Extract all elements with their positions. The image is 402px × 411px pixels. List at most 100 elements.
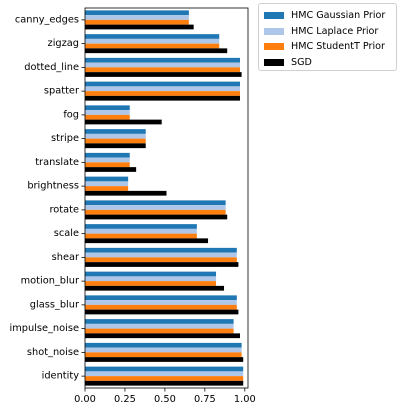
bar-fog-series-1 xyxy=(85,110,130,115)
bar-rotate-series-1 xyxy=(85,205,226,210)
bar-stripe-series-2 xyxy=(85,139,146,144)
y-tick-label: dotted_line xyxy=(24,62,79,73)
x-tick-label: 0.75 xyxy=(194,394,216,405)
y-tick-label: shear xyxy=(52,252,80,263)
bar-motion_blur-series-1 xyxy=(85,276,216,281)
legend-label: HMC Laplace Prior xyxy=(291,26,378,37)
bar-rotate-series-0 xyxy=(85,200,226,205)
bar-identity-series-2 xyxy=(85,376,243,381)
bar-zigzag-series-3 xyxy=(85,48,227,53)
bar-stripe-series-3 xyxy=(85,143,146,148)
bar-glass_blur-series-1 xyxy=(85,300,237,305)
legend-label: SGD xyxy=(291,57,312,68)
bar-shot_noise-series-2 xyxy=(85,352,242,357)
bar-impulse_noise-series-3 xyxy=(85,333,240,338)
x-tick-label: 1.00 xyxy=(234,394,256,405)
bar-translate-series-2 xyxy=(85,162,130,167)
y-tick-label: impulse_noise xyxy=(9,323,79,334)
bar-shot_noise-series-3 xyxy=(85,357,243,362)
bar-shot_noise-series-1 xyxy=(85,348,242,353)
bar-shear-series-1 xyxy=(85,253,237,258)
bar-glass_blur-series-3 xyxy=(85,310,238,315)
bar-spatter-series-1 xyxy=(85,86,240,91)
y-tick-label: stripe xyxy=(51,133,79,144)
bar-identity-series-3 xyxy=(85,381,243,386)
legend-label: HMC StudentT Prior xyxy=(291,41,385,52)
bar-motion_blur-series-2 xyxy=(85,281,216,286)
bar-scale-series-0 xyxy=(85,224,197,229)
bar-translate-series-3 xyxy=(85,167,136,172)
bar-brightness-series-2 xyxy=(85,186,128,191)
y-tick-label: canny_edges xyxy=(15,14,79,25)
bar-scale-series-3 xyxy=(85,238,208,243)
bar-fog-series-3 xyxy=(85,120,162,125)
bar-shear-series-3 xyxy=(85,262,238,267)
bar-rotate-series-3 xyxy=(85,215,227,220)
bar-canny_edges-series-2 xyxy=(85,20,189,25)
y-tick-label: scale xyxy=(54,228,79,239)
bar-fog-series-2 xyxy=(85,115,130,120)
legend-item-sgd: SGD xyxy=(264,55,396,71)
bar-identity-series-1 xyxy=(85,371,243,376)
legend-item-hmc-laplace: HMC Laplace Prior xyxy=(264,24,396,40)
y-tick-label: glass_blur xyxy=(30,299,80,310)
bar-dotted_line-series-1 xyxy=(85,63,240,68)
bar-stripe-series-0 xyxy=(85,129,146,134)
bar-dotted_line-series-3 xyxy=(85,72,242,77)
bar-canny_edges-series-0 xyxy=(85,10,189,15)
y-tick-label: zigzag xyxy=(48,38,79,49)
bar-scale-series-2 xyxy=(85,234,197,239)
y-tick-label: rotate xyxy=(49,204,79,215)
legend-swatch xyxy=(264,59,284,66)
y-tick-label: translate xyxy=(35,157,79,168)
bar-zigzag-series-0 xyxy=(85,34,219,39)
x-tick-label: 0.00 xyxy=(74,394,96,405)
y-tick-label: identity xyxy=(42,371,80,382)
bar-brightness-series-1 xyxy=(85,181,128,186)
y-tick-label: spatter xyxy=(44,86,80,97)
bar-scale-series-1 xyxy=(85,229,197,234)
bar-glass_blur-series-2 xyxy=(85,305,237,310)
bar-dotted_line-series-2 xyxy=(85,67,240,72)
legend-item-hmc-studentt: HMC StudentT Prior xyxy=(264,39,396,55)
bar-impulse_noise-series-1 xyxy=(85,324,234,329)
bar-canny_edges-series-1 xyxy=(85,15,189,20)
bar-motion_blur-series-3 xyxy=(85,286,224,291)
bar-spatter-series-2 xyxy=(85,91,240,96)
bar-zigzag-series-2 xyxy=(85,44,219,49)
bar-canny_edges-series-3 xyxy=(85,25,194,30)
bar-stripe-series-1 xyxy=(85,134,146,139)
y-tick-label: shot_noise xyxy=(27,347,79,358)
bar-spatter-series-3 xyxy=(85,96,240,101)
x-tick-label: 0.50 xyxy=(154,394,176,405)
bar-motion_blur-series-0 xyxy=(85,272,216,277)
bar-brightness-series-0 xyxy=(85,177,128,182)
legend-label: HMC Gaussian Prior xyxy=(291,10,385,21)
bars-layer xyxy=(85,10,243,385)
legend-item-hmc-gaussian: HMC Gaussian Prior xyxy=(264,8,396,24)
bar-translate-series-1 xyxy=(85,158,130,163)
legend-swatch xyxy=(264,12,284,19)
legend-swatch xyxy=(264,28,284,35)
bar-rotate-series-2 xyxy=(85,210,226,215)
bar-translate-series-0 xyxy=(85,153,130,158)
bar-zigzag-series-1 xyxy=(85,39,219,44)
bar-fog-series-0 xyxy=(85,105,130,110)
x-tick-label: 0.25 xyxy=(114,394,136,405)
bar-spatter-series-0 xyxy=(85,82,240,87)
bar-dotted_line-series-0 xyxy=(85,58,240,63)
bar-shear-series-0 xyxy=(85,248,237,253)
bar-shear-series-2 xyxy=(85,257,237,262)
legend: HMC Gaussian Prior HMC Laplace Prior HMC… xyxy=(258,3,397,71)
bar-impulse_noise-series-2 xyxy=(85,329,234,334)
y-tick-label: motion_blur xyxy=(21,276,80,287)
bar-identity-series-0 xyxy=(85,367,243,372)
legend-swatch xyxy=(264,43,284,50)
y-tick-label: fog xyxy=(63,109,79,120)
x-axis: 0.00 0.25 0.50 0.75 1.00 xyxy=(74,388,256,405)
bar-brightness-series-3 xyxy=(85,191,167,196)
bar-shot_noise-series-0 xyxy=(85,343,242,348)
bar-glass_blur-series-0 xyxy=(85,295,237,300)
bar-impulse_noise-series-0 xyxy=(85,319,234,324)
